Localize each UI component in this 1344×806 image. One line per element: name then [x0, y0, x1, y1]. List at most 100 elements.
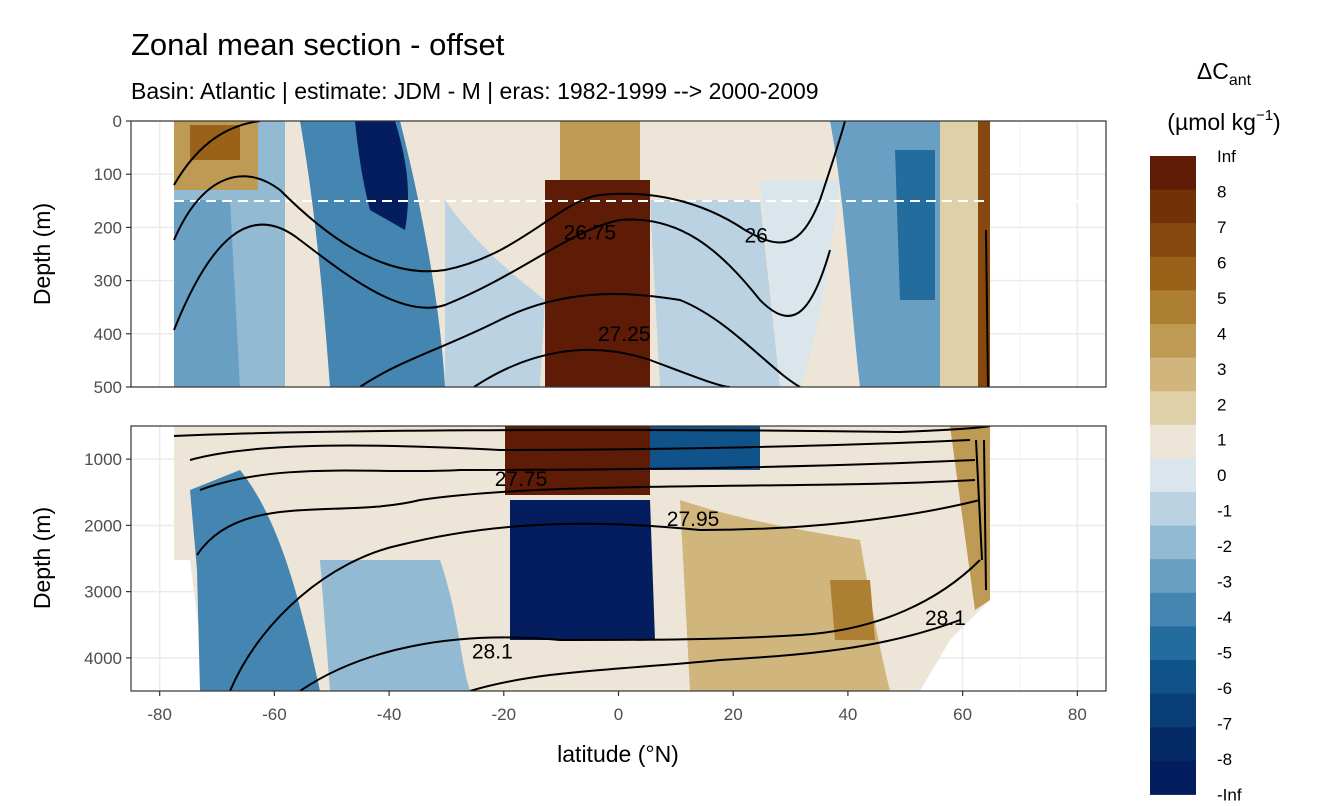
y-tick-label: 3000	[84, 583, 122, 602]
field-lightblue-lower	[320, 560, 470, 691]
contour-label: 28.1	[472, 640, 513, 663]
field-tan-north	[940, 121, 990, 387]
x-tick-label: 20	[724, 705, 743, 724]
contour-label: 26	[744, 224, 767, 247]
contour-label: 27.95	[667, 508, 720, 531]
legend-label: 5	[1217, 289, 1226, 308]
legend-swatch	[1150, 592, 1196, 627]
field-red-core	[545, 180, 650, 387]
field-navy-core	[355, 121, 408, 230]
y-tick-label: 0	[113, 112, 122, 131]
y-ticks-lower: 1000 2000 3000 4000	[84, 450, 131, 668]
isopycnals-upper	[173, 121, 989, 387]
legend-label: 2	[1217, 395, 1226, 414]
legend-swatch	[1150, 458, 1196, 493]
contour-label: 27.25	[598, 323, 651, 346]
y-axis-title-upper: Depth (m)	[29, 203, 55, 305]
legend-swatch	[1150, 391, 1196, 426]
legend-items: Inf 8 7 6 5 4 3 2 1 0 -1 -2 -3 -4 -5 -6 -7 -8 -Inf	[1150, 147, 1242, 804]
x-tick-label: -40	[377, 705, 402, 724]
legend-label: -2	[1217, 537, 1232, 556]
legend-label: -6	[1217, 679, 1232, 698]
x-tick-label: 60	[953, 705, 972, 724]
legend-swatch	[1150, 156, 1196, 191]
legend-label: -7	[1217, 714, 1232, 733]
field-blue-lower-south	[190, 470, 320, 691]
field-brown-south-core	[190, 125, 240, 160]
legend: ΔCant (µmol kg−1) Inf 8 7 6 5 4 3 2 1 0 -1 -2 -3 -4 -5…	[1150, 58, 1281, 804]
contour-label: 26.75	[564, 222, 617, 245]
x-tick-label: 40	[838, 705, 857, 724]
field-tan-lower	[680, 500, 890, 691]
field-lightblue-c	[760, 180, 840, 387]
y-tick-label: 100	[94, 165, 122, 184]
legend-label: 7	[1217, 218, 1226, 237]
legend-swatch	[1150, 324, 1196, 359]
field-blue-north-core	[895, 150, 935, 300]
legend-title-sub: ant	[1229, 72, 1252, 89]
y-tick-label: 1000	[84, 450, 122, 469]
legend-label: 0	[1217, 466, 1226, 485]
legend-swatch	[1150, 256, 1196, 291]
legend-label: 1	[1217, 431, 1226, 450]
legend-label: -3	[1217, 573, 1232, 592]
legend-swatch	[1150, 727, 1196, 762]
heatmap-upper	[173, 121, 1106, 387]
legend-title-main: ΔC	[1197, 58, 1229, 84]
contour-label: 27.75	[495, 468, 548, 491]
legend-label: 6	[1217, 253, 1226, 272]
y-tick-label: 300	[94, 272, 122, 291]
field-red-lower	[505, 426, 650, 495]
legend-swatch	[1150, 660, 1196, 695]
legend-label: 3	[1217, 360, 1226, 379]
panel-upper-border	[130, 120, 1107, 388]
legend-swatch	[1150, 760, 1196, 795]
x-axis-title: latitude (°N)	[557, 741, 679, 767]
field-lightblue-a	[445, 200, 545, 387]
legend-swatch	[1150, 357, 1196, 392]
y-ticks-upper: 0 100 200 300 400 500	[94, 112, 131, 397]
legend-swatch	[1150, 189, 1196, 224]
legend-label: -4	[1217, 608, 1232, 627]
field-brown-lower-edge	[950, 426, 990, 610]
x-tick-label: 0	[614, 705, 623, 724]
x-tick-label: 80	[1068, 705, 1087, 724]
legend-label: 8	[1217, 182, 1226, 201]
legend-swatch	[1150, 559, 1196, 594]
x-ticks: -80 -60 -40 -20 0 20 40 60 80	[147, 691, 1087, 724]
legend-label: Inf	[1217, 147, 1236, 166]
panel-lower: 1000 2000 3000 4000	[84, 425, 1107, 692]
legend-swatch	[1150, 693, 1196, 728]
legend-swatch	[1150, 525, 1196, 560]
legend-label: -5	[1217, 644, 1232, 663]
legend-title: ΔCant	[1197, 58, 1252, 89]
legend-swatch	[1150, 424, 1196, 459]
legend-label: -8	[1217, 750, 1232, 769]
field-blue-south-deep	[174, 200, 240, 387]
chart-title: Zonal mean section - offset	[131, 27, 505, 62]
x-tick-label: -60	[262, 705, 287, 724]
y-tick-label: 2000	[84, 516, 122, 535]
isopycnals-lower	[173, 426, 991, 691]
y-axis-title-lower: Depth (m)	[29, 507, 55, 609]
legend-label: -1	[1217, 502, 1232, 521]
legend-units-main: (µmol kg	[1167, 109, 1256, 135]
legend-swatch	[1150, 290, 1196, 325]
field-lightblue-b	[650, 200, 780, 387]
x-tick-label: -80	[147, 705, 172, 724]
y-tick-label: 500	[94, 378, 122, 397]
legend-swatch	[1150, 492, 1196, 527]
panel-upper: 0 100 200 300 400 500	[94, 112, 1107, 397]
y-tick-label: 200	[94, 218, 122, 237]
legend-units: (µmol kg−1)	[1167, 107, 1280, 135]
legend-label: 4	[1217, 324, 1226, 343]
chart-subtitle: Basin: Atlantic | estimate: JDM - M | er…	[131, 78, 819, 104]
legend-swatch	[1150, 626, 1196, 661]
heatmap-lower	[173, 426, 991, 691]
legend-units-end: )	[1273, 109, 1281, 135]
legend-units-sup: −1	[1256, 107, 1273, 124]
legend-label: -Inf	[1217, 785, 1242, 804]
y-tick-label: 4000	[84, 649, 122, 668]
y-tick-label: 400	[94, 325, 122, 344]
